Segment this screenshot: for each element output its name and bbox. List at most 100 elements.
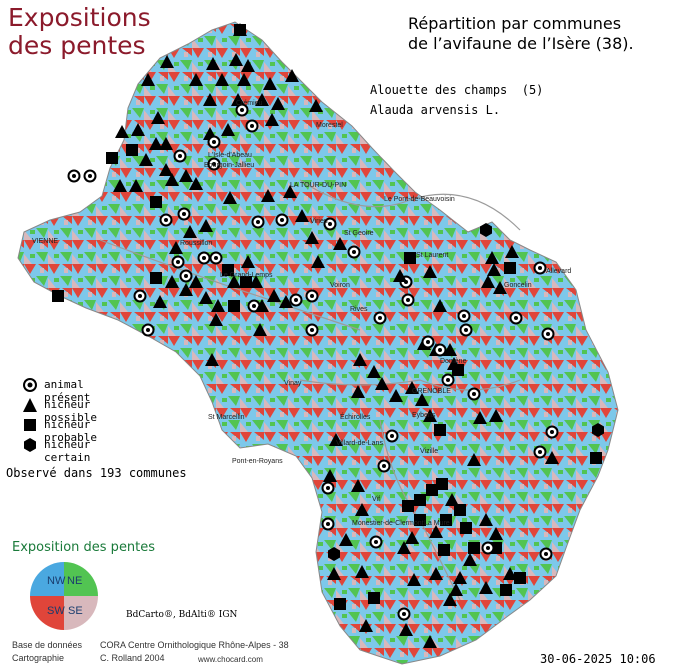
report-title-line2: de l’avifaune de l’Isère (38). <box>408 34 634 53</box>
possible-breeder-marker <box>423 409 437 422</box>
species-latin-name: Alauda arvensis L. <box>370 103 501 117</box>
possible-breeder-marker <box>179 283 193 296</box>
possible-breeder-marker <box>423 635 437 648</box>
possible-breeder-marker <box>493 281 507 294</box>
timestamp: 30-06-2025 10:06 <box>540 652 656 666</box>
legend-label-probable: nicheur probable <box>44 418 97 444</box>
possible-breeder-marker <box>429 567 443 580</box>
probable-breeder-marker <box>452 364 464 376</box>
possible-breeder-marker <box>327 567 341 580</box>
present-marker <box>347 245 361 259</box>
possible-breeder-marker <box>309 99 323 112</box>
possible-breeder-marker <box>393 269 407 282</box>
possible-breeder-marker <box>479 513 493 526</box>
exposure-se-label: SE <box>68 605 83 617</box>
exposure-nw-label: NW <box>47 575 66 587</box>
possible-breeder-marker <box>115 125 129 138</box>
possible-breeder-marker <box>209 313 223 326</box>
possible-breeder-marker <box>139 153 153 166</box>
possible-breeder-marker <box>129 179 143 192</box>
probable-breeder-marker <box>126 144 138 156</box>
probable-breeder-marker <box>514 572 526 584</box>
present-marker <box>539 547 553 561</box>
possible-breeder-marker <box>265 113 279 126</box>
town-label: St Marcellin <box>208 414 245 421</box>
possible-breeder-marker <box>249 275 263 288</box>
present-marker <box>321 517 335 531</box>
possible-breeder-marker <box>203 93 217 106</box>
cartography-label: Cartographie <box>12 653 65 663</box>
possible-breeder-marker <box>329 433 343 446</box>
possible-breeder-marker <box>169 241 183 254</box>
probable-breeder-marker <box>454 504 466 516</box>
town-label: Virieu <box>310 218 328 225</box>
possible-breeder-marker <box>183 225 197 238</box>
observed-count: Observé dans 193 communes <box>6 466 187 480</box>
probable-breeder-marker <box>436 478 448 490</box>
possible-breeder-marker <box>165 173 179 186</box>
town-label: Rives <box>350 306 368 313</box>
website-link[interactable]: www.chocard.com <box>198 655 263 664</box>
probable-breeder-marker <box>438 544 450 556</box>
present-marker <box>369 535 383 549</box>
present-marker <box>467 387 481 401</box>
town-label: Roussillon <box>180 240 213 247</box>
possible-breeder-marker <box>279 295 293 308</box>
present-marker <box>509 311 523 325</box>
possible-breeder-marker <box>160 55 174 68</box>
possible-breeder-marker <box>351 385 365 398</box>
probable-breeder-marker <box>334 598 346 610</box>
possible-breeder-marker <box>545 451 559 464</box>
town-label: Vif <box>372 496 381 503</box>
possible-breeder-marker <box>189 177 203 190</box>
observation-markers <box>52 23 604 648</box>
present-marker <box>141 323 155 337</box>
possible-breeder-marker <box>367 365 381 378</box>
possible-breeder-marker <box>189 275 203 288</box>
town-label: Pont-en-Royans <box>232 458 283 465</box>
map-title: Expositions des pentes <box>8 4 151 60</box>
possible-breeder-marker <box>305 231 319 244</box>
possible-breeder-marker <box>227 275 241 288</box>
present-marker <box>377 459 391 473</box>
report-title: Répartition par communes de l’avifaune d… <box>408 14 634 54</box>
present-marker <box>321 481 335 495</box>
present-marker <box>159 213 173 227</box>
possible-breeder-marker <box>283 185 297 198</box>
present-marker <box>173 149 187 163</box>
present-marker <box>421 335 435 349</box>
possible-breeder-marker <box>463 553 477 566</box>
possible-breeder-marker <box>375 377 389 390</box>
probable-breeder-marker <box>368 592 380 604</box>
possible-breeder-marker <box>237 73 251 86</box>
probable-breeder-marker <box>504 262 516 274</box>
possible-breeder-marker <box>285 69 299 82</box>
square-icon <box>24 419 36 431</box>
database-label: Base de données <box>12 640 83 650</box>
town-label: Eybens <box>412 412 436 419</box>
map-title-line2: des pentes <box>8 31 146 60</box>
possible-breeder-marker <box>489 527 503 540</box>
probable-breeder-marker <box>52 290 64 302</box>
town-label: Domène <box>440 358 467 365</box>
species-common-name: Alouette des champs (5) <box>370 83 544 97</box>
town-label: Échirolles <box>340 414 371 421</box>
probable-breeder-marker <box>414 514 426 526</box>
species-info: Alouette des champs (5) Alauda arvensis … <box>370 80 543 120</box>
possible-breeder-marker <box>311 255 325 268</box>
probable-breeder-marker <box>426 484 438 496</box>
possible-breeder-marker <box>485 251 499 264</box>
town-label: La Mure <box>424 520 450 527</box>
possible-breeder-marker <box>179 169 193 182</box>
probable-breeder-marker <box>468 542 480 554</box>
possible-breeder-marker <box>189 73 203 86</box>
possible-breeder-marker <box>199 219 213 232</box>
possible-breeder-marker <box>429 525 443 538</box>
probable-breeder-marker <box>150 272 162 284</box>
exposure-title: Exposition des pentes <box>12 540 156 555</box>
town-label: Vinay <box>284 380 302 387</box>
present-marker <box>305 289 319 303</box>
possible-breeder-marker <box>231 93 245 106</box>
possible-breeder-marker <box>339 533 353 546</box>
